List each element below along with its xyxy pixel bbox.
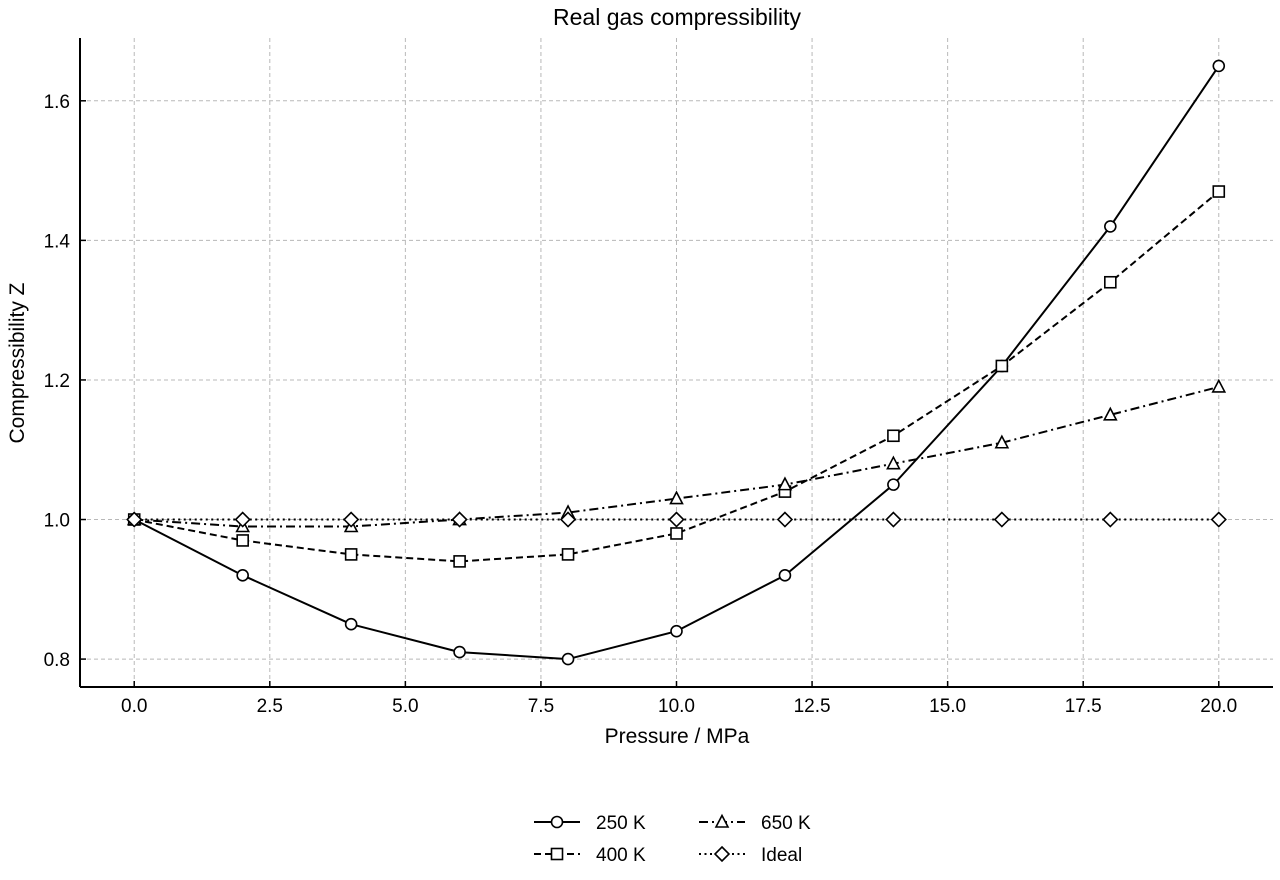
x-tick-label-3: 7.5 [528,696,554,717]
legend-marker-250-k [550,815,564,829]
legend-label-650-k: 650 K [761,813,811,834]
legend-label-ideal: Ideal [761,845,802,866]
data-point-250-k-1 [236,569,249,582]
x-tick-label-4: 10.0 [658,696,695,717]
series-ideal [126,511,1227,528]
legend-item-650-k: 650 K [699,813,811,834]
legend-item-ideal: Ideal [699,845,802,866]
legend-marker-ideal [713,845,731,863]
data-point-650-k-7 [886,455,901,470]
grid [80,38,1273,687]
data-point-ideal-9 [1102,511,1119,528]
legend-marker-400-k [550,847,564,861]
data-point-ideal-0 [126,511,143,528]
data-point-ideal-2 [343,511,360,528]
data-point-ideal-6 [776,511,794,528]
y-axis-label: Compressibility Z [6,282,29,443]
data-point-400-k-5 [670,527,683,540]
data-point-650-k-8 [994,434,1010,449]
data-point-ideal-7 [885,511,902,528]
data-point-400-k-2 [344,548,358,561]
legend-marker-650-k [714,813,730,828]
data-point-400-k-1 [236,534,249,547]
y-tick-label-1: 1.0 [44,511,70,532]
x-tick-label-0: 0.0 [121,696,147,717]
data-point-400-k-9 [1104,275,1117,289]
legend-item-400-k: 400 K [534,845,646,866]
data-point-250-k-7 [887,478,900,491]
data-point-400-k-3 [453,555,466,568]
y-tick-label-4: 1.6 [44,92,70,113]
series-line-650-k [134,385,1220,528]
data-point-650-k-6 [777,476,793,491]
data-point-ideal-5 [668,511,685,528]
x-tick-label-8: 20.0 [1200,696,1237,717]
x-tick-label-2: 5.0 [392,696,418,717]
data-point-250-k-5 [670,624,683,638]
data-point-ideal-10 [1210,511,1227,528]
ticks: 0.0 2.5 5.0 7.5 10.0 12.5 15.0 17.5 20.0 0.8 1.0 1.… [44,92,1238,717]
data-point-400-k-7 [887,429,900,443]
y-tick-label-0: 0.8 [44,650,70,671]
data-point-ideal-3 [451,511,468,528]
legend-label-250-k: 250 K [596,813,646,834]
data-point-ideal-1 [234,511,251,528]
legend-label-400-k: 400 K [596,845,646,866]
data-point-650-k-5 [669,490,684,505]
data-point-ideal-4 [559,511,577,528]
x-axis-label: Pressure / MPa [605,725,750,748]
series-line-400-k [134,190,1220,563]
data-point-250-k-9 [1104,220,1117,233]
data-point-ideal-8 [993,511,1010,528]
chart-title: Real gas compressibility [553,4,801,30]
x-tick-label-1: 2.5 [257,696,283,717]
data-point-250-k-10 [1212,59,1226,73]
data-point-650-k-10 [1211,378,1227,393]
legend-item-250-k: 250 K [534,813,646,834]
x-tick-label-7: 17.5 [1065,696,1102,717]
series-250-k [127,59,1226,666]
y-tick-label-2: 1.2 [44,371,70,392]
data-point-250-k-4 [561,652,575,666]
series-layer [126,59,1227,666]
data-point-400-k-4 [561,548,575,561]
data-point-250-k-6 [778,569,792,582]
x-tick-label-5: 12.5 [794,696,831,717]
x-tick-label-6: 15.0 [929,696,966,717]
data-point-250-k-2 [344,617,358,631]
series-400-k [127,185,1226,568]
data-point-250-k-3 [453,645,466,659]
data-point-400-k-8 [995,359,1009,373]
y-tick-label-3: 1.4 [44,231,71,252]
data-point-650-k-9 [1102,406,1118,421]
legend: 250 K 400 K 650 K Ideal [534,813,811,866]
data-point-400-k-10 [1212,185,1226,198]
